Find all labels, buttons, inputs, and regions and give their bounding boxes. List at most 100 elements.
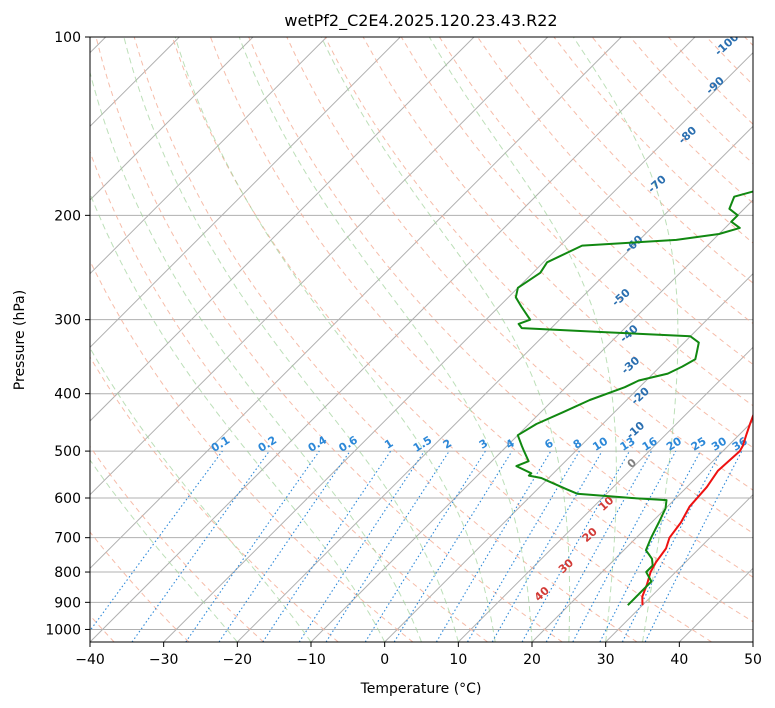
dry-adiabat-line xyxy=(90,259,414,642)
dry-adiabat-line xyxy=(591,37,753,204)
mixing-ratio-label: 0.2 xyxy=(256,433,279,454)
dry-adiabat-line xyxy=(400,37,753,407)
isotherm-line xyxy=(90,37,549,496)
dry-adiabat-line xyxy=(171,37,712,642)
dry-adiabat-label: -70 xyxy=(645,173,669,196)
mixing-ratio-line xyxy=(393,450,513,642)
dry-adiabat-line xyxy=(90,356,339,642)
moist-adiabat-line xyxy=(90,192,386,642)
y-tick-label: 100 xyxy=(54,30,81,46)
y-tick-label: 700 xyxy=(54,531,81,547)
isotherm-line xyxy=(605,493,753,642)
plot-frame xyxy=(89,36,754,643)
mixing-ratio-line xyxy=(467,450,580,642)
x-axis: −40 −30 −20 −10 0 10 20 30 40 50 xyxy=(75,642,762,668)
x-tick-label: 40 xyxy=(670,652,688,668)
x-tick-label: −10 xyxy=(296,652,326,668)
isotherm-line xyxy=(90,37,696,642)
x-tick-label: −20 xyxy=(223,652,253,668)
y-tick-label: 900 xyxy=(54,595,81,611)
mixing-ratio-line xyxy=(325,450,450,642)
mixing-ratio-line xyxy=(262,450,392,642)
y-axis: 100 200 300 400 500 600 700 800 900 1000 xyxy=(45,30,90,638)
dewpoint-profile-line xyxy=(514,190,753,606)
series-layer xyxy=(514,190,753,606)
dry-adiabat-line xyxy=(515,37,753,284)
moist-adiabat-line xyxy=(572,37,679,642)
isotherm-line xyxy=(236,125,753,642)
dry-adiabat-line xyxy=(438,37,753,366)
dry-adiabat-label: -20 xyxy=(629,384,653,407)
y-tick-label: 200 xyxy=(54,208,81,224)
mixing-ratio-line xyxy=(364,450,486,642)
dry-adiabat-line xyxy=(286,37,753,534)
dry-adiabat-line xyxy=(90,150,488,642)
dry-adiabat-label: -90 xyxy=(703,74,727,97)
isotherm-line xyxy=(90,37,622,570)
y-tick-label: 600 xyxy=(54,491,81,507)
x-tick-label: 20 xyxy=(523,652,541,668)
isotherm-line xyxy=(90,37,401,349)
x-tick-label: −30 xyxy=(149,652,179,668)
dry-adiabat-line xyxy=(248,37,753,578)
x-tick-label: 50 xyxy=(744,652,762,668)
dry-adiabat-label: 30 xyxy=(556,556,576,576)
moist-adiabat-line xyxy=(428,37,617,642)
moist-adiabat-line xyxy=(90,70,422,642)
mixing-ratio-line xyxy=(572,450,677,642)
dry-adiabat-label: -50 xyxy=(609,286,633,309)
dry-adiabat-line xyxy=(668,37,753,125)
x-tick-label: 30 xyxy=(597,652,615,668)
x-tick-label: 10 xyxy=(449,652,467,668)
moist-adiabat-line xyxy=(90,459,238,642)
dry-adiabat-label: 40 xyxy=(532,584,552,604)
y-tick-label: 400 xyxy=(54,387,81,403)
mixing-ratio-line xyxy=(599,450,701,642)
y-axis-label: Pressure (hPa) xyxy=(12,290,28,390)
isotherm-line xyxy=(457,346,753,642)
mixing-ratio-line xyxy=(90,450,223,632)
y-tick-label: 500 xyxy=(54,444,81,460)
x-axis-label: Temperature (°C) xyxy=(360,681,482,697)
mixing-ratio-line xyxy=(131,450,270,642)
y-tick-label: 300 xyxy=(54,313,81,329)
isotherm-line xyxy=(384,272,753,642)
mixing-ratio-line xyxy=(521,450,630,642)
y-tick-label: 1000 xyxy=(45,622,81,638)
isotherm-line xyxy=(531,420,753,642)
moist-adiabat-line xyxy=(174,37,496,642)
isotherm-line xyxy=(90,37,328,275)
mixing-ratio-line xyxy=(185,450,320,642)
mixing-ratio-line xyxy=(435,450,552,642)
dry-adiabat-label: -30 xyxy=(619,354,643,377)
mixing-ratio-line xyxy=(218,450,351,642)
mixing-ratio-line xyxy=(545,450,653,642)
dry-adiabat-line xyxy=(90,531,190,642)
mixing-ratio-line xyxy=(298,450,425,642)
isotherm-line xyxy=(90,37,475,422)
dry-adiabat-line xyxy=(744,37,753,47)
moist-adiabat-line xyxy=(238,37,533,642)
mixing-ratio-label: 2 xyxy=(441,437,454,452)
y-tick-label: 800 xyxy=(54,565,81,581)
isotherm-line xyxy=(752,641,753,642)
x-tick-label: −40 xyxy=(75,652,105,668)
chart-title: wetPf2_C2E4.2025.120.23.43.R22 xyxy=(284,11,557,31)
isotherm-line xyxy=(90,37,254,201)
moist-adiabat-line xyxy=(90,347,312,642)
dry-adiabat-label: -60 xyxy=(622,232,646,255)
isotherm-line xyxy=(163,51,753,642)
dry-adiabat-line xyxy=(706,37,753,86)
mixing-ratio-line xyxy=(644,450,743,642)
mixing-ratio-label: 6 xyxy=(542,436,556,451)
mixing-ratio-label: 4 xyxy=(503,436,517,451)
dry-adiabat-label: 20 xyxy=(580,525,600,545)
dry-adiabat-label: -80 xyxy=(676,124,700,147)
dry-adiabat-line xyxy=(90,445,264,642)
dry-adiabat-line xyxy=(133,37,638,642)
isotherm-line xyxy=(310,199,753,642)
grid-layer xyxy=(90,37,753,642)
dry-adiabat-label: -100 xyxy=(712,30,741,58)
moist-adiabat-line xyxy=(123,37,459,642)
